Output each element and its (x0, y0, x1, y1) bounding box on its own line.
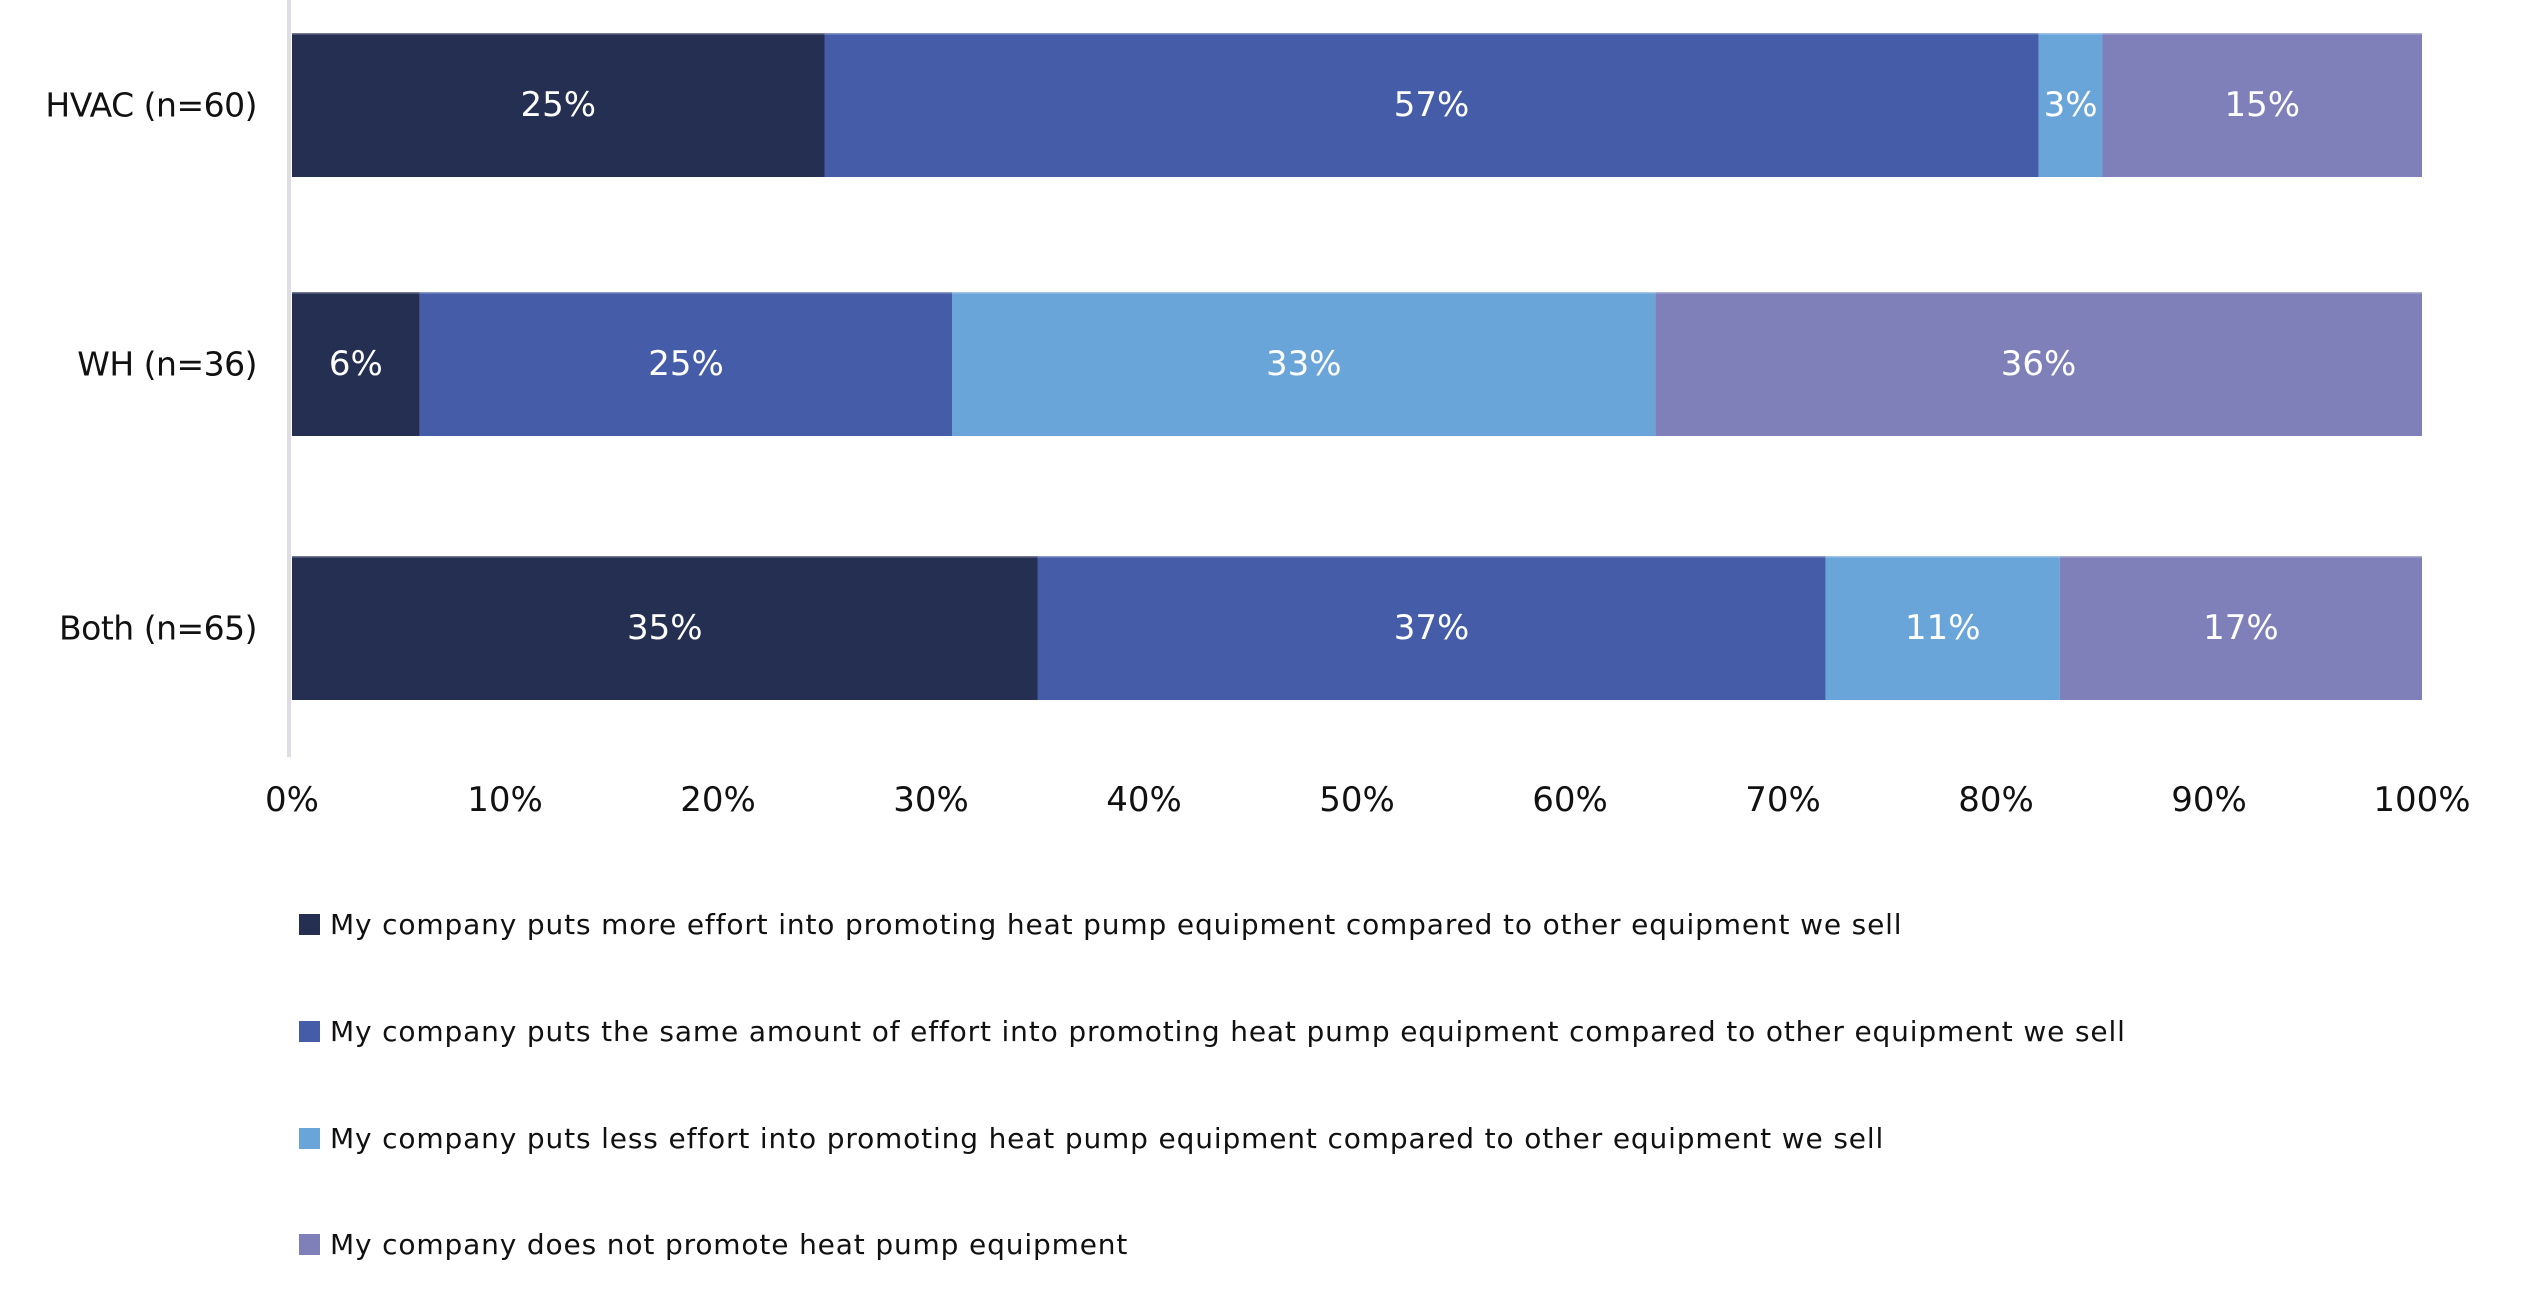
legend-swatch (299, 913, 320, 935)
category-label: HVAC (n=60) (45, 86, 257, 125)
bar-edge (292, 556, 2422, 558)
x-tick-label: 30% (893, 780, 969, 820)
data-label: 57% (1394, 85, 1470, 125)
data-labels: 25% 57% 3% 15% 6% 25% 33% 36% 35% 37% 11% 17% (329, 85, 2300, 648)
data-label: 36% (2001, 344, 2077, 384)
x-tick-label: 40% (1106, 780, 1182, 820)
legend-label: My company puts more effort into promoti… (330, 907, 1903, 941)
x-tick-label: 80% (1958, 780, 2034, 820)
data-label: 6% (329, 344, 383, 384)
bar-segment (1825, 556, 2060, 700)
x-tick-label: 0% (265, 780, 319, 820)
data-label: 17% (2203, 608, 2279, 648)
bar-segment (2102, 33, 2422, 177)
data-label: 3% (2044, 85, 2098, 125)
data-label: 25% (520, 85, 596, 125)
bar-segment (1655, 292, 2422, 436)
bar-segment (952, 292, 1656, 436)
legend-label: My company does not promote heat pump eq… (330, 1227, 1129, 1261)
legend-item[interactable]: My company puts more effort into promoti… (299, 904, 1902, 944)
legend-swatch (299, 1233, 320, 1255)
legend-item[interactable]: My company does not promote heat pump eq… (299, 1224, 1128, 1264)
bars-layer (292, 33, 2422, 700)
data-label: 25% (648, 344, 724, 384)
data-label: 35% (627, 608, 703, 648)
data-label: 37% (1394, 608, 1470, 648)
category-labels: HVAC (n=60) WH (n=36) Both (n=65) (45, 86, 257, 648)
bar-edge (292, 292, 2422, 294)
legend-label: My company puts the same amount of effor… (330, 1014, 2126, 1048)
data-label: 33% (1266, 344, 1342, 384)
category-label: WH (n=36) (77, 345, 257, 384)
data-label: 15% (2224, 85, 2300, 125)
category-label: Both (n=65) (59, 609, 257, 648)
x-tick-label: 50% (1319, 780, 1395, 820)
x-tick-label: 20% (680, 780, 756, 820)
x-tick-label: 10% (467, 780, 543, 820)
legend-item[interactable]: My company puts less effort into promoti… (299, 1118, 1884, 1158)
bar-segment (292, 556, 1038, 700)
legend-swatch (299, 1020, 320, 1042)
legend-item[interactable]: My company puts the same amount of effor… (299, 1011, 2126, 1051)
x-tick-label: 100% (2373, 780, 2470, 820)
y-axis-line (287, 0, 291, 757)
bar-edge (292, 33, 2422, 35)
x-tick-label: 70% (1745, 780, 1821, 820)
legend: My company puts more effort into promoti… (299, 0, 2499, 1301)
bar-segment (2038, 33, 2103, 177)
x-tick-label: 90% (2171, 780, 2247, 820)
x-axis-tick-labels: 0% 10% 20% 30% 40% 50% 60% 70% 80% 90% 100% (265, 780, 2471, 820)
bar-segment (824, 33, 2039, 177)
legend-swatch (299, 1127, 320, 1149)
bar-segment (292, 292, 420, 436)
bar-segment (1037, 556, 1826, 700)
bar-segment (419, 292, 953, 436)
legend-label: My company puts less effort into promoti… (330, 1121, 1885, 1155)
bar-segment (292, 33, 825, 177)
x-tick-label: 60% (1532, 780, 1608, 820)
data-label: 11% (1905, 608, 1981, 648)
bar-segment (2059, 556, 2422, 700)
